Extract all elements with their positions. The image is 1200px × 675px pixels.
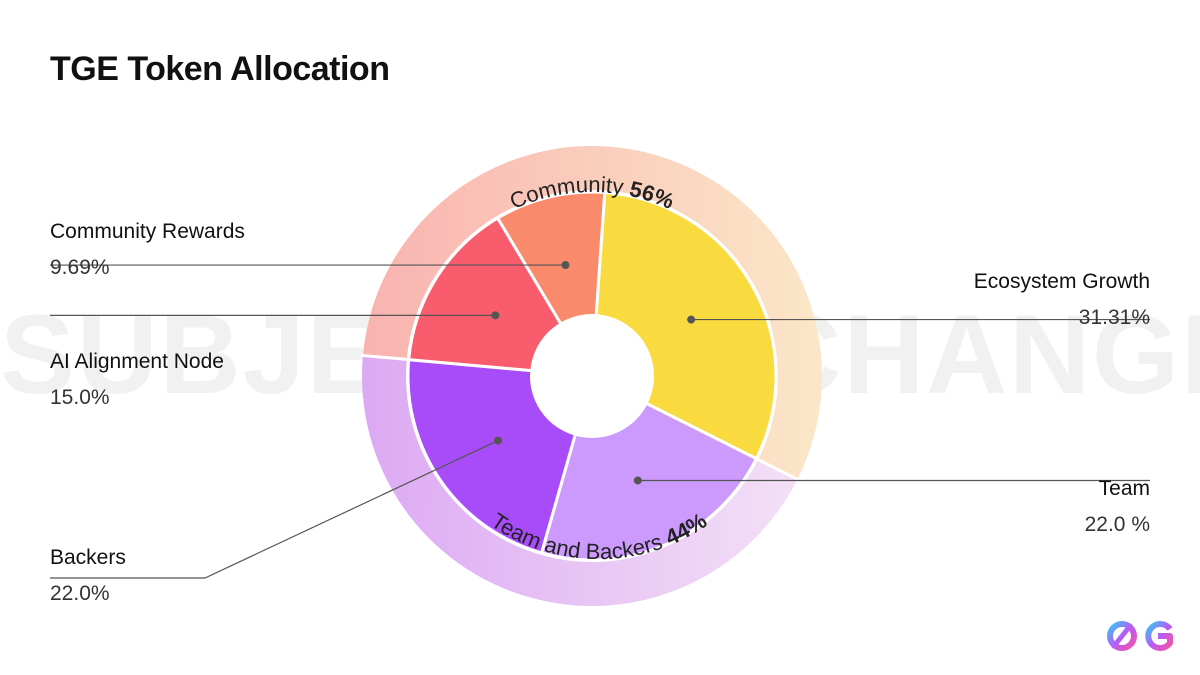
label-community-rewards: Community Rewards 9.69%: [50, 220, 245, 280]
leader-dot-ai-alignment-node: [491, 311, 500, 320]
leader-dot-team: [633, 476, 642, 485]
label-backers-value: 22.0%: [50, 582, 110, 605]
label-team-name: Team: [1098, 477, 1150, 500]
label-ecosystem-growth: Ecosystem Growth 31.31%: [974, 270, 1150, 330]
group-separator-0: [757, 458, 800, 482]
leader-dot-backers: [493, 436, 502, 445]
label-ecosystem-growth-name: Ecosystem Growth: [973, 270, 1150, 293]
label-community-rewards-value: 9.69%: [50, 256, 110, 279]
label-ecosystem-growth-value: 31.31%: [1078, 306, 1150, 329]
label-team: Team 22.0 %: [1085, 477, 1150, 537]
leader-dot-ecosystem-growth: [687, 315, 696, 324]
label-ai-alignment-node-name: AI Alignment Node: [50, 350, 224, 373]
label-community-rewards-name: Community Rewards: [50, 220, 245, 243]
label-backers-name: Backers: [50, 546, 126, 569]
label-ai-alignment-node: AI Alignment Node 15.0%: [50, 350, 224, 410]
label-backers: Backers 22.0%: [50, 546, 126, 606]
group-ring-team-backers: [361, 355, 798, 606]
label-ai-alignment-node-value: 15.0%: [50, 386, 110, 409]
label-team-value: 22.0 %: [1084, 513, 1150, 536]
page-title: TGE Token Allocation: [50, 50, 390, 88]
leader-line-backers: [50, 440, 499, 579]
donut-hole: [530, 314, 654, 438]
leader-dot-community-rewards: [561, 261, 570, 270]
group-ring-community: [362, 145, 822, 480]
group-separator-1: [360, 353, 407, 361]
0g-logo-icon: [1107, 621, 1173, 651]
